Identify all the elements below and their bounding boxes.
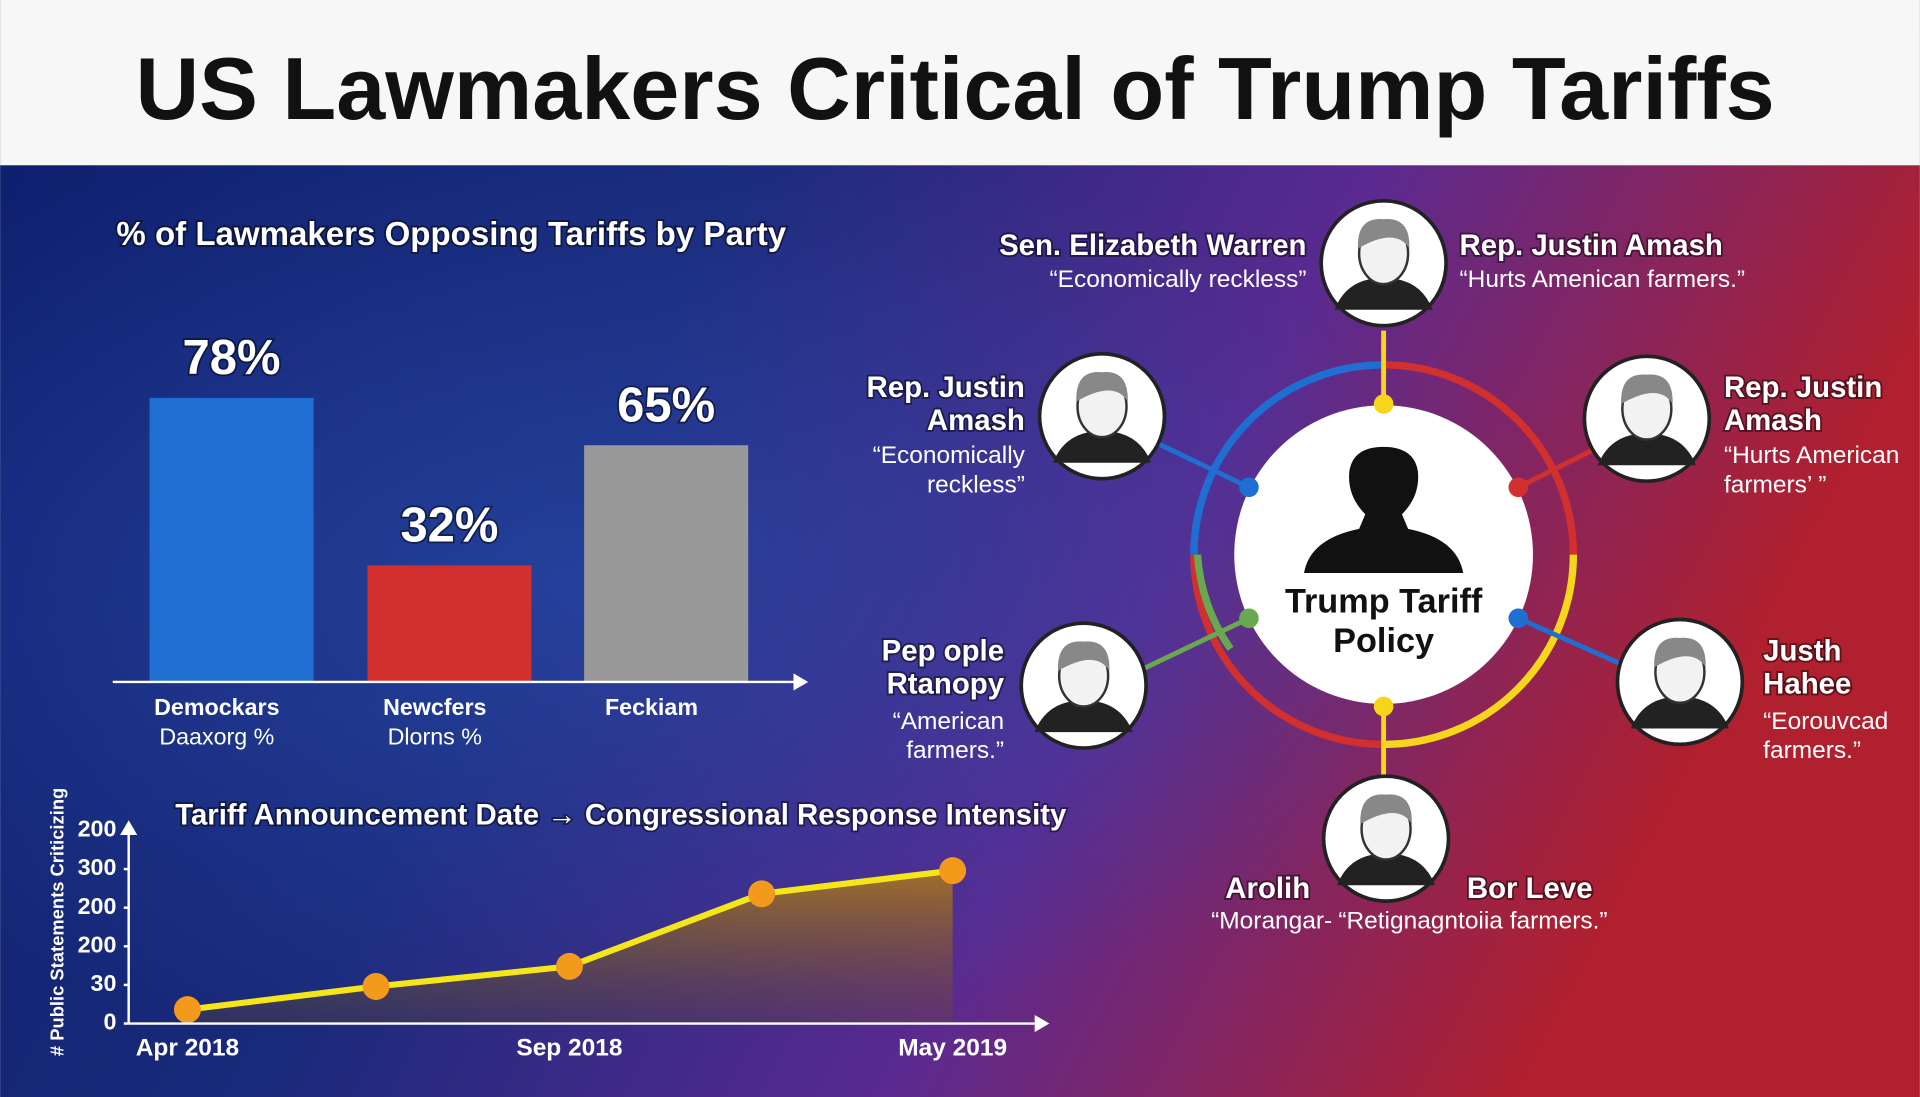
value-label: 78% [183,331,281,385]
portrait-shoulders [1630,696,1729,729]
portrait [1582,354,1712,483]
connector-dot [1373,394,1394,414]
portrait [1321,774,1451,903]
node-name: Amash [927,404,1025,437]
marker [748,880,776,908]
connector-dot [1508,477,1529,498]
node-name: Bor Leve [1467,872,1593,905]
value-label: 65% [617,378,715,432]
x-tick-note: Daaxorg % [159,723,274,749]
node-name: Sen. Elizabeth Warren [999,229,1306,262]
node-quote: reckless” [927,472,1025,499]
x-tick-label: Demockars [154,694,279,720]
center-silhouette [1304,446,1464,573]
y-tick-label: 30 [91,970,117,996]
x-tick-label: Newcfers [383,694,486,720]
node-quote: “Eorouvcad [1763,708,1888,735]
node-name: Arolih [1225,872,1310,905]
connector-dot [1508,608,1529,629]
node-name: Pep ople [882,634,1004,667]
ring-segment [1383,361,1578,555]
center-label: Policy [1333,622,1434,660]
x-tick-label: May 2019 [898,1035,1007,1062]
node-name: Hahee [1763,667,1851,700]
area [187,870,953,1024]
bar [584,445,749,682]
axis-arrow [793,673,809,691]
header [0,0,1920,166]
node-quote: farmers.” [906,737,1004,764]
bar [149,397,314,682]
y-tick-label: 300 [78,854,117,880]
node-name: Amash [1724,404,1822,437]
connector [1156,441,1251,490]
x-tick-label: Feckiam [605,694,698,720]
portrait [1019,621,1148,750]
node-quote: “Retignagntoiia farmers.” [1338,907,1607,934]
chart-title: Tariff Announcement Date → Congressional… [175,798,1067,831]
node-quote: “Hurts Amenican farmers.” [1460,266,1746,293]
portrait-hair [1621,374,1673,405]
node-name: Rep. Justin [1724,371,1882,404]
chart-title: % of Lawmakers Opposing Tariffs by Party [116,216,786,253]
portrait-shoulders [1597,433,1696,466]
center-label: Trump Tariff [1285,583,1483,621]
node-quote: “Hurts American [1724,442,1899,469]
node-quote: farmers’ ” [1724,472,1826,499]
node-name: Rep. Justin Amash [1460,229,1723,262]
node-quote: farmers.” [1763,737,1861,764]
portrait-shoulders [1334,277,1433,310]
portrait [1319,198,1448,328]
connector-dot [1239,608,1259,629]
connector-dot [1239,477,1259,498]
ring-segment [1383,554,1578,749]
marker [362,973,390,1000]
portrait-shoulders [1034,700,1133,733]
node-quote: “Economically reckless” [1050,266,1307,293]
node-name: Rtanopy [887,667,1005,700]
ring-segment [1190,361,1384,555]
page-title: US Lawmakers Critical of Trump Tariffs [135,39,1774,138]
node-quote: “American [893,708,1005,735]
marker [173,996,201,1024]
marker [939,857,967,885]
value-label: 32% [400,499,498,553]
y-tick-label: 200 [78,816,117,842]
ring-segment [1193,554,1234,652]
node-name: Justh [1763,634,1841,667]
background-glow [0,165,1920,1097]
axis-arrow [1034,1014,1050,1033]
connector [1517,616,1630,670]
connector [1137,616,1250,674]
ring-segment [1190,554,1384,749]
portrait-hair [1357,218,1410,249]
portrait-hair [1360,794,1412,824]
connector [1517,448,1593,490]
connector-dot [1373,696,1394,717]
node-quote: “Economically [873,442,1026,469]
x-tick-label: Apr 2018 [136,1035,239,1062]
node-quote: “Morangar- [1211,907,1332,934]
y-axis-label: # Public Statements Criticizing [47,788,68,1056]
portrait-hair [1076,372,1128,402]
marker [555,952,583,980]
y-tick-label: 200 [78,893,117,919]
axis-arrow [120,820,138,835]
portrait [1615,617,1745,747]
y-tick-label: 0 [103,1009,116,1035]
diagram-ring [1137,330,1630,778]
portrait-hair [1654,637,1706,668]
portrait-shoulders [1337,853,1436,886]
x-tick-note: Dlorns % [388,723,482,749]
node-name: Rep. Justin [867,371,1025,404]
bar [367,565,532,682]
portrait [1037,351,1167,481]
y-tick-label: 200 [78,931,117,957]
x-tick-label: Sep 2018 [516,1035,622,1062]
portrait-shoulders [1053,430,1151,463]
portrait-hair [1057,641,1110,671]
